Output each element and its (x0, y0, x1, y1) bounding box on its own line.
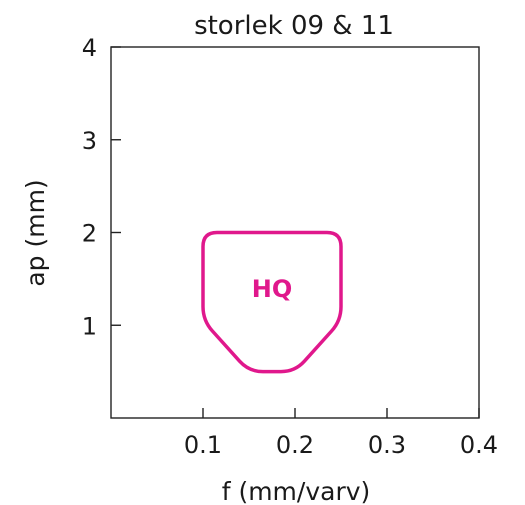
y-tick-label: 1 (82, 312, 97, 340)
region-label: HQ (252, 275, 293, 303)
x-axis-label: f (mm/varv) (222, 477, 371, 505)
chart-title: storlek 09 & 11 (194, 11, 394, 41)
x-tick-label: 0.2 (276, 431, 314, 459)
x-axis-ticks: 0.1 0.2 0.3 0.4 (184, 408, 498, 459)
region-outline (201, 230, 343, 374)
regions: HQ (201, 230, 343, 374)
y-axis-label: ap (mm) (21, 179, 50, 286)
x-tick-label: 0.3 (368, 431, 406, 459)
x-tick-label: 0.1 (184, 431, 222, 459)
y-tick-label: 3 (82, 127, 97, 155)
y-tick-label: 4 (82, 34, 97, 62)
y-tick-label: 2 (82, 220, 97, 248)
x-tick-label: 0.4 (460, 431, 498, 459)
y-axis-ticks: 1 2 3 4 (82, 34, 121, 340)
